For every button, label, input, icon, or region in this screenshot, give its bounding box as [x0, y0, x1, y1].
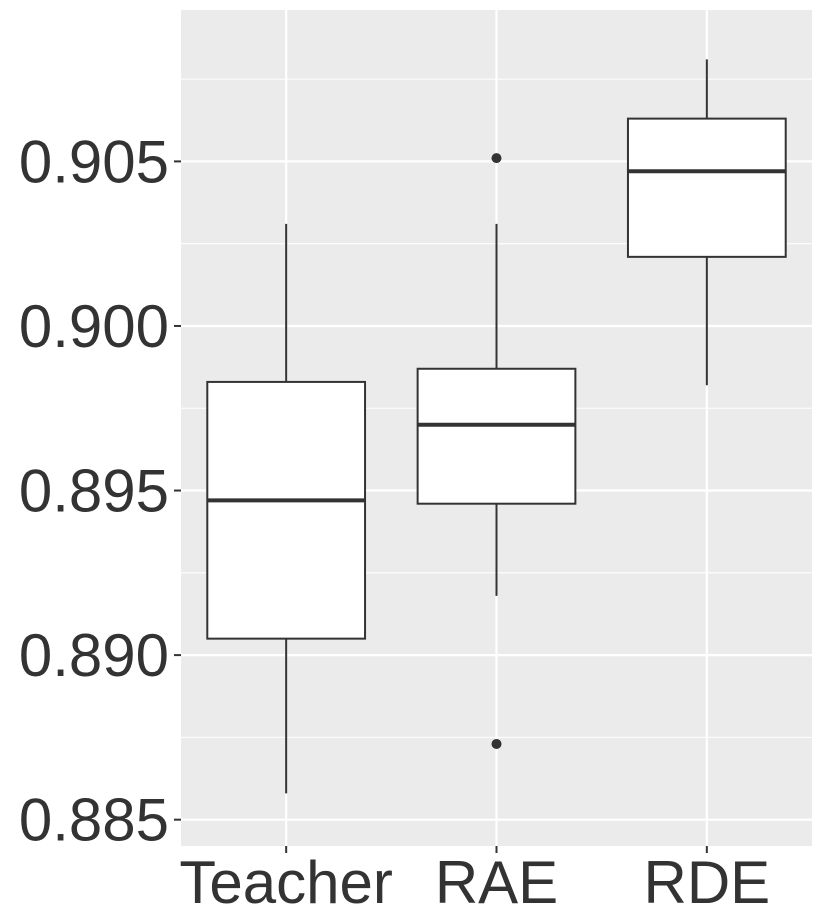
y-tick-label: 0.885: [19, 787, 169, 854]
y-tick-label: 0.900: [19, 293, 169, 360]
x-tick-label: Teacher: [179, 849, 392, 915]
y-axis: 0.885 0.890 0.895 0.900 0.905: [19, 128, 181, 854]
y-tick-label: 0.890: [19, 622, 169, 689]
boxes-layer: [206, 59, 787, 794]
box-rde: [626, 59, 787, 386]
x-axis: Teacher RAE RDE: [179, 846, 770, 915]
y-tick-label: 0.895: [19, 458, 169, 525]
x-tick-label: RDE: [643, 849, 770, 915]
box-teacher: [206, 223, 367, 794]
outlier-point: [491, 153, 502, 164]
box-rae: [416, 153, 577, 749]
outlier-point: [491, 738, 502, 749]
iqr-box: [626, 117, 787, 258]
y-tick-label: 0.905: [19, 128, 169, 195]
iqr-box: [416, 367, 577, 505]
x-tick-label: RAE: [435, 849, 558, 915]
iqr-box: [206, 380, 367, 640]
